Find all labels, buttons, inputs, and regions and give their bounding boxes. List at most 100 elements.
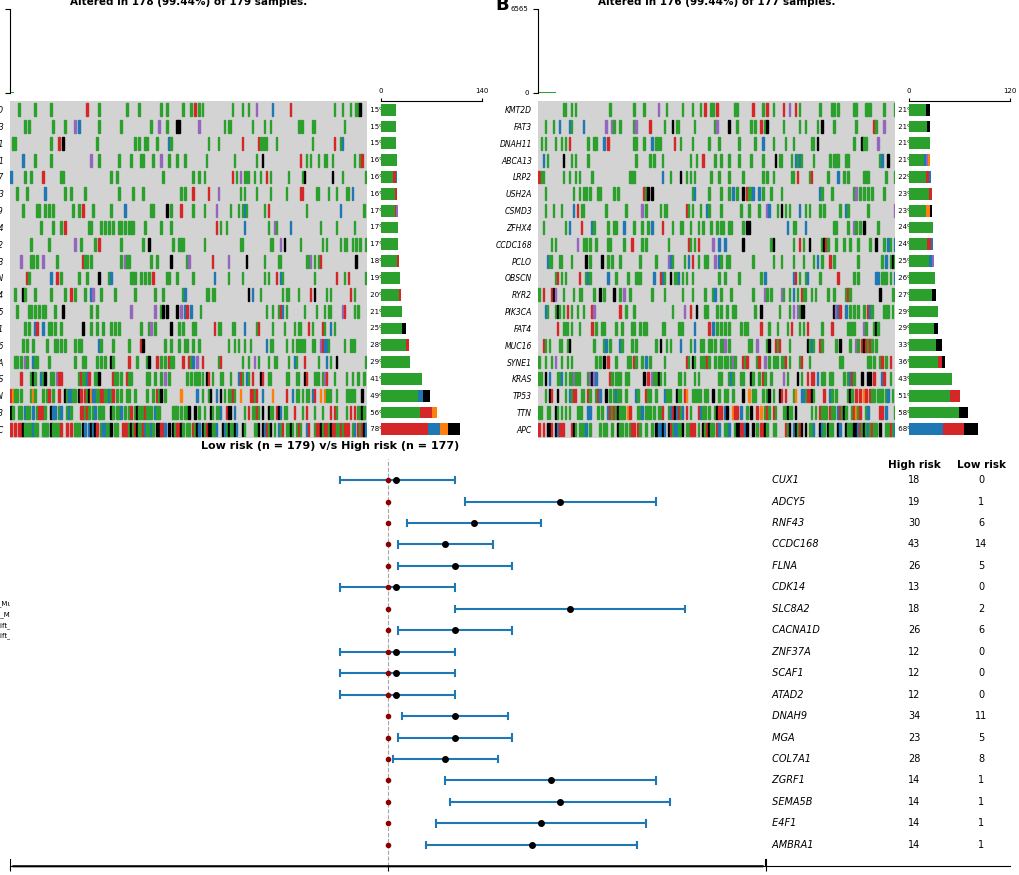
Bar — [58, 406, 60, 419]
Bar — [663, 120, 664, 133]
Bar — [864, 389, 866, 402]
Bar — [158, 423, 159, 436]
Bar — [313, 373, 315, 385]
Bar — [323, 373, 325, 385]
Bar — [242, 373, 244, 385]
Bar — [889, 423, 891, 436]
Bar — [381, 272, 399, 284]
Bar — [701, 355, 703, 368]
Bar — [847, 204, 848, 217]
Bar — [88, 423, 90, 436]
Bar — [381, 172, 392, 183]
Bar — [33, 255, 34, 268]
Bar — [331, 154, 333, 166]
Bar — [889, 255, 891, 268]
Bar — [864, 322, 866, 335]
Bar — [256, 406, 257, 419]
Bar — [172, 238, 173, 250]
Bar — [312, 322, 313, 335]
Bar — [707, 322, 709, 335]
Bar — [925, 104, 929, 116]
Bar — [31, 238, 32, 250]
Bar — [242, 423, 244, 436]
Bar — [46, 423, 48, 436]
Bar — [843, 406, 844, 419]
Bar — [763, 120, 765, 133]
Bar — [717, 373, 719, 385]
Bar — [554, 238, 555, 250]
Bar — [754, 120, 755, 133]
Bar — [567, 339, 568, 352]
Bar — [750, 373, 751, 385]
Bar — [637, 423, 638, 436]
Bar — [794, 389, 796, 402]
Bar — [852, 322, 854, 335]
Bar — [298, 120, 299, 133]
Bar — [244, 406, 246, 419]
Bar — [820, 238, 821, 250]
Bar — [381, 137, 395, 150]
Bar — [267, 221, 269, 234]
Text: 78%: 78% — [368, 426, 386, 432]
Bar — [580, 406, 582, 419]
Bar — [580, 221, 582, 234]
Bar — [852, 137, 854, 150]
Bar — [361, 154, 363, 166]
Bar — [796, 154, 798, 166]
Bar — [392, 172, 395, 183]
Bar — [291, 389, 293, 402]
Bar — [943, 424, 963, 435]
Bar — [357, 373, 359, 385]
Text: COL7A1: COL7A1 — [768, 754, 810, 764]
Bar — [271, 339, 273, 352]
Bar — [102, 406, 104, 419]
Bar — [85, 423, 86, 436]
Bar — [146, 373, 148, 385]
Bar — [756, 355, 757, 368]
Bar — [10, 288, 367, 302]
Bar — [144, 406, 146, 419]
Bar — [208, 137, 209, 150]
Bar — [750, 187, 751, 200]
Bar — [81, 339, 82, 352]
Bar — [229, 373, 231, 385]
Bar — [588, 373, 590, 385]
Bar — [357, 103, 359, 116]
Legend: Missense_Mutation, Nonsense_Mutation, Frame_Shift_Del, Frame_Shift_Ins, Splice_S: Missense_Mutation, Nonsense_Mutation, Fr… — [0, 597, 113, 643]
Bar — [804, 120, 806, 133]
Bar — [206, 373, 207, 385]
Bar — [229, 423, 231, 436]
Bar — [538, 372, 895, 386]
Bar — [352, 373, 353, 385]
Bar — [152, 389, 154, 402]
Bar — [12, 137, 14, 150]
Bar — [677, 423, 679, 436]
Bar — [176, 305, 177, 318]
Bar — [317, 154, 319, 166]
Bar — [168, 137, 169, 150]
Bar — [818, 271, 819, 284]
Bar — [790, 154, 792, 166]
Bar — [439, 424, 447, 435]
Bar — [300, 187, 301, 200]
Bar — [828, 389, 829, 402]
Bar — [715, 423, 717, 436]
Bar — [699, 389, 701, 402]
Bar — [118, 322, 119, 335]
Bar — [794, 154, 796, 166]
Bar — [357, 305, 359, 318]
Bar — [335, 406, 337, 419]
Bar — [166, 103, 167, 116]
Bar — [87, 389, 88, 402]
Bar — [633, 355, 634, 368]
Bar — [635, 271, 636, 284]
Bar — [122, 423, 123, 436]
Bar — [908, 407, 958, 418]
Bar — [275, 221, 277, 234]
Bar — [164, 373, 165, 385]
Bar — [10, 120, 367, 133]
Bar — [736, 120, 737, 133]
Bar — [675, 389, 677, 402]
Bar — [627, 271, 629, 284]
Bar — [44, 204, 46, 217]
